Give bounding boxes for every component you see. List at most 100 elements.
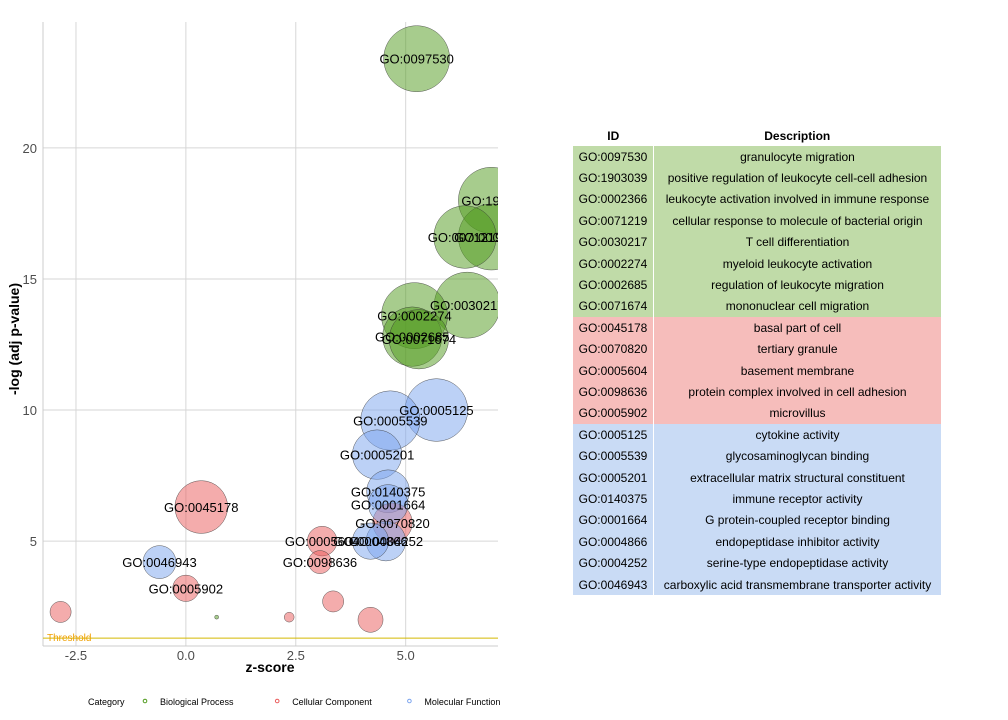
table-header-description: Description — [653, 126, 941, 146]
table-cell-description: regulation of leukocyte migration — [653, 274, 941, 296]
legend-label: Molecular Function — [424, 697, 500, 707]
x-tick-label: 5.0 — [397, 648, 415, 663]
table-cell-description: granulocyte migration — [653, 146, 941, 168]
table-cell-description: extracellular matrix structural constitu… — [653, 466, 941, 489]
table-row: GO:0005902 microvillus — [573, 402, 941, 425]
bubble-cc-extra-3 — [322, 590, 344, 613]
table-cell-description: basement membrane — [653, 359, 941, 382]
table-row: GO:0004866 endopeptidase inhibitor activi… — [573, 531, 941, 553]
bubbles — [49, 25, 498, 633]
table-row: GO:0045178 basal part of cell — [573, 317, 941, 339]
legend-title: Category — [88, 697, 125, 707]
table-cell-id: GO:0005604 — [573, 359, 654, 382]
table-cell-id: GO:0002274 — [573, 252, 654, 275]
table-cell-id: GO:0005201 — [573, 466, 654, 489]
bubble-label-GO:0005201: GO:0005201 — [340, 448, 414, 463]
table-cell-id: GO:0070820 — [573, 338, 654, 360]
legend-key — [407, 698, 412, 704]
bubble-label-GO:0140375: GO:0140375 — [351, 484, 425, 499]
table-cell-id: GO:0001664 — [573, 509, 654, 532]
table-cell-id: GO:0046943 — [573, 573, 654, 596]
y-tick-label: 20 — [23, 141, 37, 156]
table-row: GO:0004252 serine-type endopeptidase acti… — [573, 552, 941, 574]
bubble-GO:0071674 — [388, 309, 449, 370]
table-row: GO:0005125 cytokine activity — [573, 424, 941, 446]
table-header-row: ID Description — [573, 126, 941, 146]
table-cell-description: immune receptor activity — [653, 488, 941, 510]
threshold-label: Threshold — [47, 633, 91, 644]
table-cell-id: GO:0004866 — [573, 531, 654, 553]
bubble-label-GO:0097530: GO:0097530 — [379, 52, 453, 67]
axes — [42, 22, 498, 647]
y-tick-label: 15 — [23, 272, 37, 287]
table-row: GO:0046943 carboxylic acid transmembrane … — [573, 573, 941, 596]
legend-key — [274, 698, 280, 704]
table-cell-id: GO:0071219 — [573, 210, 654, 232]
bubble-label-GO:0071219: GO:0071219 — [428, 230, 502, 245]
bubble-label-GO:0005539: GO:0005539 — [353, 414, 427, 429]
table-row: GO:0070820 tertiary granule — [573, 338, 941, 360]
legend: Category Biological Process Cellular Comp… — [88, 697, 500, 707]
bubble-label-GO:0005604: GO:0005604 — [285, 534, 359, 549]
bubble-label-GO:0046943: GO:0046943 — [122, 555, 196, 570]
threshold: Threshold — [43, 633, 498, 644]
table-row: GO:0071219 cellular response to molecule … — [573, 210, 941, 232]
y-tick-label: 10 — [23, 403, 37, 418]
table-row: GO:0002274 myeloid leukocyte activation — [573, 252, 941, 275]
x-tick-label: 2.5 — [287, 648, 305, 663]
legend-key — [142, 698, 148, 704]
bubble-cc-extra-2 — [284, 612, 295, 623]
go-term-table: ID Description GO:0097530 granulocyte mig… — [573, 126, 941, 596]
table-cell-id: GO:0005902 — [573, 402, 654, 425]
y-tick-label: 5 — [30, 534, 37, 549]
table-cell-id: GO:0097530 — [573, 146, 654, 168]
table-cell-id: GO:0002685 — [573, 274, 654, 296]
table-row: GO:0030217 T cell differentiation — [573, 231, 941, 253]
table-cell-description: carboxylic acid transmembrane transporte… — [653, 573, 941, 596]
bubble-label-GO:0071674: GO:0071674 — [382, 332, 456, 347]
table-row: GO:0002366 leukocyte activation involved … — [573, 188, 941, 211]
table-cell-description: protein complex involved in cell adhesio… — [653, 381, 941, 403]
table-cell-id: GO:0004252 — [573, 552, 654, 574]
bubble-label-GO:0004866: GO:0004866 — [333, 534, 407, 549]
x-tick-label: 0.0 — [177, 648, 195, 663]
table-row: GO:0140375 immune receptor activity — [573, 488, 941, 510]
table-row: GO:0097530 granulocyte migration — [573, 146, 941, 168]
bubble-GO:0098636 — [308, 550, 332, 574]
table-cell-id: GO:0005125 — [573, 424, 654, 446]
bubble-GO:0045178 — [174, 480, 228, 534]
table-cell-description: microvillus — [653, 402, 941, 425]
table-cell-id: GO:0071674 — [573, 295, 654, 318]
tick-labels: -2.5 0.0 2.5 5.0 5 10 15 20 — [23, 141, 415, 663]
table-cell-description: leukocyte activation involved in immune … — [653, 188, 941, 211]
bubble-label-GO:0002366: GO:0002366 — [454, 230, 528, 245]
bubble-label-GO:0045178: GO:0045178 — [164, 500, 238, 515]
bubble-GO:0071219 — [433, 205, 497, 269]
bubble-cc-extra-4 — [357, 607, 384, 633]
table-cell-description: cellular response to molecule of bacteri… — [653, 210, 941, 232]
legend-label: Cellular Component — [292, 697, 372, 707]
x-tick-label: -2.5 — [65, 648, 87, 663]
table-row: GO:0005604 basement membrane — [573, 359, 941, 382]
x-axis-title: z-score — [245, 659, 294, 675]
table-row: GO:0005539 glycosaminoglycan binding — [573, 445, 941, 467]
table-cell-description: tertiary granule — [653, 338, 941, 360]
bubble-cc-extra-1 — [49, 601, 72, 623]
table-cell-id: GO:0002366 — [573, 188, 654, 211]
table-cell-id: GO:0045178 — [573, 317, 654, 339]
table-row: GO:0098636 protein complex involved in ce… — [573, 381, 941, 403]
bubble-label-GO:0070820: GO:0070820 — [355, 516, 429, 531]
table-cell-description: glycosaminoglycan binding — [653, 445, 941, 467]
table-cell-id: GO:0005539 — [573, 445, 654, 467]
bubble-label-GO:0030217: GO:0030217 — [430, 298, 504, 313]
table-cell-description: mononuclear cell migration — [653, 295, 941, 318]
table-row: GO:0005201 extracellular matrix structura… — [573, 466, 941, 489]
bubble-chart: Threshold GO:0097530GO:19030GO:0002366GO… — [6, 22, 528, 707]
table-cell-description: basal part of cell — [653, 317, 941, 339]
table-cell-description: myeloid leukocyte activation — [653, 252, 941, 275]
table-cell-description: G protein-coupled receptor binding — [653, 509, 941, 532]
table-row: GO:0071674 mononuclear cell migration — [573, 295, 941, 318]
bubble-label-GO:0002685: GO:0002685 — [375, 330, 449, 345]
bubble-label-GO:0004252: GO:0004252 — [349, 534, 423, 549]
